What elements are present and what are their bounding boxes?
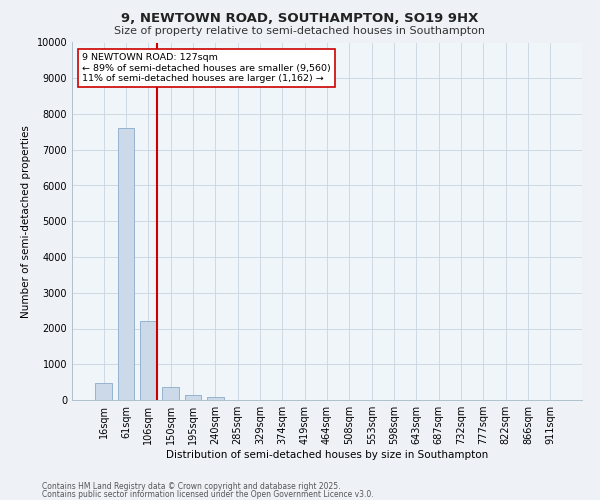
Bar — [207, 397, 224, 400]
Bar — [185, 396, 202, 400]
Text: 9, NEWTOWN ROAD, SOUTHAMPTON, SO19 9HX: 9, NEWTOWN ROAD, SOUTHAMPTON, SO19 9HX — [121, 12, 479, 26]
Y-axis label: Number of semi-detached properties: Number of semi-detached properties — [21, 125, 31, 318]
Text: Size of property relative to semi-detached houses in Southampton: Size of property relative to semi-detach… — [115, 26, 485, 36]
Text: Contains HM Land Registry data © Crown copyright and database right 2025.: Contains HM Land Registry data © Crown c… — [42, 482, 341, 491]
Bar — [162, 387, 179, 400]
Text: Contains public sector information licensed under the Open Government Licence v3: Contains public sector information licen… — [42, 490, 374, 499]
Bar — [118, 128, 134, 400]
Bar — [95, 383, 112, 400]
X-axis label: Distribution of semi-detached houses by size in Southampton: Distribution of semi-detached houses by … — [166, 450, 488, 460]
Text: 9 NEWTOWN ROAD: 127sqm
← 89% of semi-detached houses are smaller (9,560)
11% of : 9 NEWTOWN ROAD: 127sqm ← 89% of semi-det… — [82, 53, 331, 83]
Bar — [140, 322, 157, 400]
